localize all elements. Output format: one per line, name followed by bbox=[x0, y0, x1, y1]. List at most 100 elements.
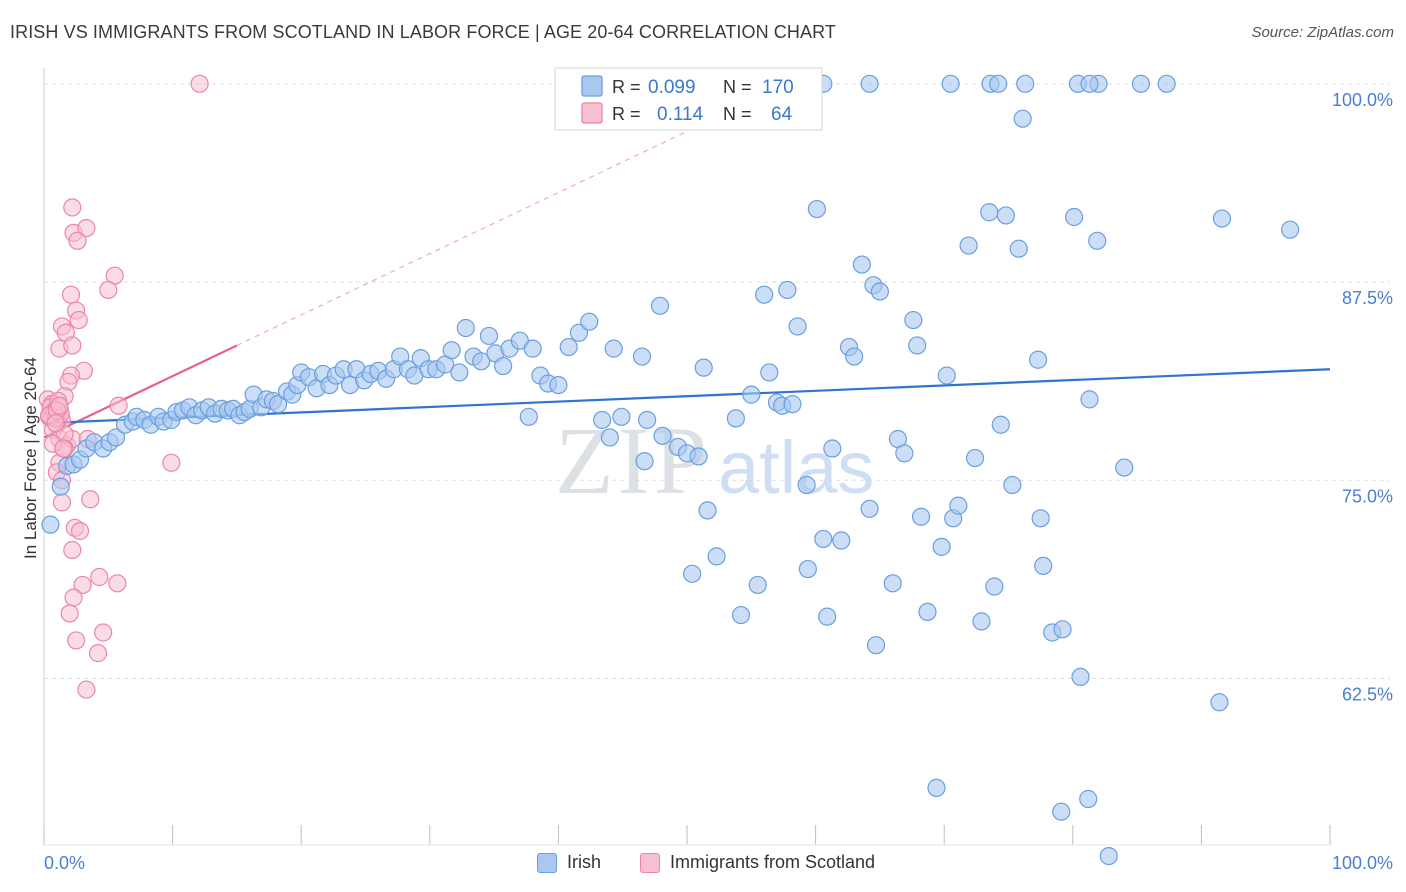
irish-point bbox=[832, 531, 851, 550]
scotland-point bbox=[63, 336, 82, 355]
irish-point bbox=[788, 317, 807, 336]
irish-point bbox=[650, 296, 670, 315]
irish-point bbox=[593, 410, 612, 430]
source-label[interactable]: Source: ZipAtlas.com bbox=[1251, 24, 1394, 41]
y-axis-title: In Labor Force | Age 20-64 bbox=[21, 357, 40, 559]
irish-point bbox=[845, 347, 864, 366]
irish-point bbox=[895, 444, 914, 463]
irish-point bbox=[604, 339, 623, 358]
irish-point bbox=[980, 203, 999, 222]
scotland-point bbox=[54, 439, 73, 458]
scotland-point bbox=[77, 680, 96, 699]
irish-point bbox=[807, 199, 826, 219]
scotland-point bbox=[81, 490, 100, 509]
irish-point bbox=[635, 452, 654, 471]
irish-point bbox=[941, 74, 960, 93]
scotland-point bbox=[162, 453, 181, 472]
legend-n-label-irish: N = bbox=[723, 77, 752, 97]
irish-point bbox=[949, 496, 968, 515]
irish-point bbox=[1210, 693, 1229, 712]
irish-point bbox=[726, 409, 745, 428]
irish-point bbox=[1053, 620, 1072, 639]
scotland-point bbox=[63, 198, 82, 217]
irish-point bbox=[1131, 74, 1151, 93]
irish-point bbox=[1080, 74, 1099, 93]
scotland-point bbox=[190, 74, 209, 93]
legend-swatch-scotland bbox=[581, 102, 603, 124]
irish-point bbox=[972, 612, 991, 631]
irish-point bbox=[798, 559, 817, 579]
irish-point bbox=[442, 341, 461, 360]
irish-point bbox=[778, 280, 797, 300]
legend-swatch-irish bbox=[581, 75, 603, 97]
irish-point bbox=[1080, 390, 1099, 409]
scotland-point bbox=[67, 631, 86, 650]
irish-point bbox=[823, 439, 842, 458]
irish-point bbox=[1028, 350, 1048, 369]
irish-point bbox=[494, 356, 513, 376]
irish-point bbox=[653, 426, 672, 445]
scotland-point bbox=[109, 396, 128, 415]
irish-point bbox=[268, 395, 288, 414]
irish-point bbox=[932, 537, 951, 556]
bottom-legend-label-scotland: Immigrants from Scotland bbox=[670, 852, 876, 872]
scotland-trend-extrapolated bbox=[236, 130, 688, 346]
bottom-legend-scotland[interactable]: Immigrants from Scotland bbox=[640, 852, 875, 873]
irish-point bbox=[472, 352, 491, 371]
scotland-point bbox=[90, 567, 109, 587]
irish-point bbox=[1071, 667, 1090, 686]
irish-point bbox=[996, 206, 1016, 225]
irish-point bbox=[106, 428, 126, 447]
bottom-legend-swatch-irish bbox=[537, 852, 557, 873]
irish-point bbox=[852, 255, 871, 274]
irish-point bbox=[569, 323, 589, 342]
scotland-point bbox=[73, 575, 92, 595]
scotland-point bbox=[61, 285, 81, 304]
irish-point bbox=[783, 395, 802, 414]
tick-labels: 62.5% 75.0% 87.5% 100.0% 0.0% 100.0% bbox=[44, 90, 1393, 873]
irish-point bbox=[1088, 231, 1107, 250]
scotland-point bbox=[88, 644, 108, 663]
irish-point bbox=[985, 577, 1004, 596]
irish-point bbox=[632, 347, 652, 366]
irish-point bbox=[479, 326, 499, 346]
grid-lines bbox=[44, 83, 1390, 679]
legend-n-value-irish: 170 bbox=[762, 77, 794, 98]
scotland-point bbox=[70, 521, 90, 541]
irish-point bbox=[989, 74, 1008, 93]
scotland-point bbox=[94, 623, 113, 642]
irish-point bbox=[965, 448, 985, 468]
x-tick-label-max: 100.0% bbox=[1332, 853, 1393, 873]
irish-point bbox=[818, 607, 837, 626]
irish-point bbox=[911, 507, 931, 526]
irish-point bbox=[797, 475, 816, 495]
irish-point bbox=[1016, 74, 1035, 93]
y-tick-label: 87.5% bbox=[1342, 288, 1393, 308]
irish-point bbox=[1099, 847, 1118, 866]
scotland-point bbox=[69, 310, 88, 330]
irish-point bbox=[1064, 207, 1084, 227]
irish-points bbox=[41, 74, 1300, 866]
irish-point bbox=[918, 602, 937, 621]
irish-point bbox=[1013, 109, 1032, 128]
legend-n-label-scotland: N = bbox=[723, 104, 752, 124]
irish-point bbox=[580, 312, 599, 331]
irish-point bbox=[456, 318, 475, 338]
scotland-point bbox=[50, 396, 69, 415]
chart-title: IRISH VS IMMIGRANTS FROM SCOTLAND IN LAB… bbox=[10, 22, 836, 42]
irish-point bbox=[755, 285, 774, 304]
legend-n-value-scotland: 64 bbox=[771, 104, 793, 125]
irish-point bbox=[698, 501, 717, 520]
scotland-point bbox=[52, 493, 72, 512]
bottom-legend-irish[interactable]: Irish bbox=[537, 852, 601, 873]
irish-point bbox=[870, 282, 890, 301]
irish-point bbox=[1115, 458, 1134, 477]
bottom-legend-label-irish: Irish bbox=[567, 852, 602, 872]
irish-point bbox=[866, 636, 886, 655]
irish-point bbox=[1031, 509, 1050, 528]
y-tick-label: 100.0% bbox=[1332, 90, 1393, 110]
irish-point bbox=[991, 415, 1010, 434]
irish-point bbox=[1003, 475, 1022, 495]
watermark-atlas: atlas bbox=[718, 426, 874, 509]
